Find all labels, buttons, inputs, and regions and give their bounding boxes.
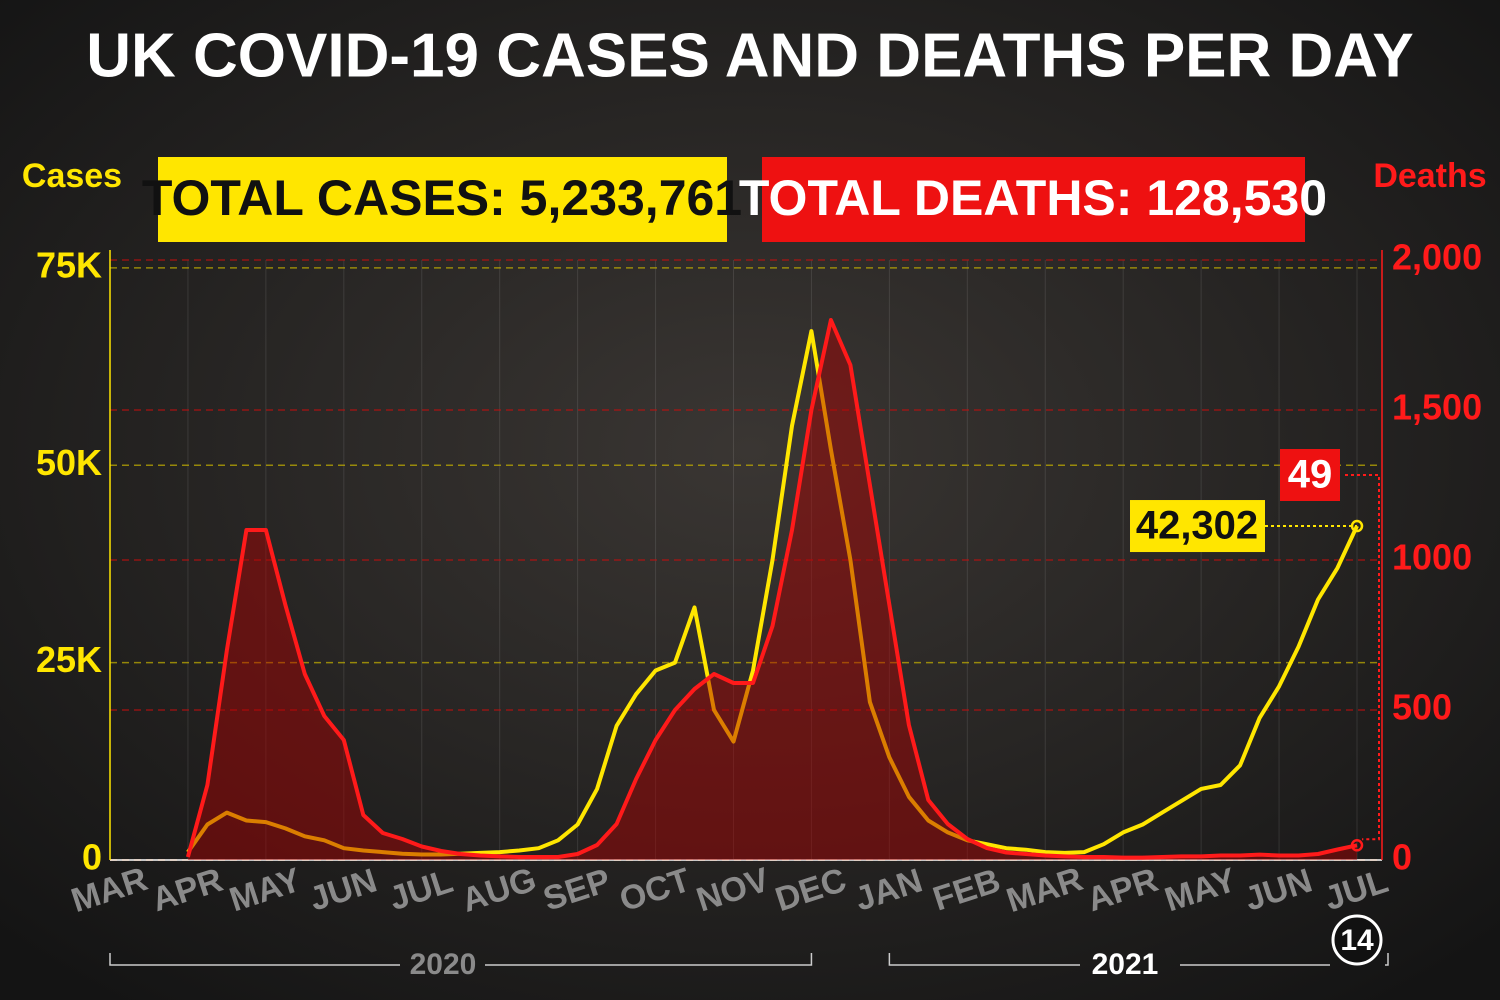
year-bracket xyxy=(888,953,1389,966)
value-label: 49 xyxy=(1288,453,1333,497)
line xyxy=(186,329,1359,857)
y2-tick-label: 500 xyxy=(1392,687,1452,728)
y2-tick-label: 1000 xyxy=(1392,537,1472,578)
y-tick-label: 50K xyxy=(36,442,102,483)
end-point xyxy=(1350,839,1364,852)
annotation-box xyxy=(158,157,727,242)
y2-tick-label: 1,500 xyxy=(1392,387,1482,428)
y2-axis-label: Deaths xyxy=(1373,157,1486,195)
chart-title: UK COVID-19 CASES AND DEATHS PER DAY xyxy=(86,21,1414,90)
value-label: 42,302 xyxy=(1136,504,1258,548)
y-tick-label: 75K xyxy=(36,244,102,285)
day-circle xyxy=(1331,914,1383,966)
day-label: 14 xyxy=(1340,924,1374,957)
year-label: 2021 xyxy=(1092,948,1159,981)
y-tick-label: 25K xyxy=(36,639,102,680)
label-box xyxy=(1280,449,1340,501)
annotation: TOTAL DEATHS: 128,530 xyxy=(739,170,1327,226)
y-axis-label: Cases xyxy=(22,157,122,195)
y2-tick-label: 2,000 xyxy=(1392,237,1482,278)
y2-tick-label: 0 xyxy=(1392,837,1412,878)
year-label: 2020 xyxy=(410,948,477,981)
leader xyxy=(1345,474,1380,841)
area xyxy=(187,320,1357,860)
annotation-box xyxy=(762,157,1305,242)
year-bracket xyxy=(109,953,813,966)
line xyxy=(185,318,1358,860)
label-box xyxy=(1130,500,1265,553)
y-tick-label: 0 xyxy=(82,837,102,878)
annotation: TOTAL CASES: 5,233,761 xyxy=(142,170,742,226)
